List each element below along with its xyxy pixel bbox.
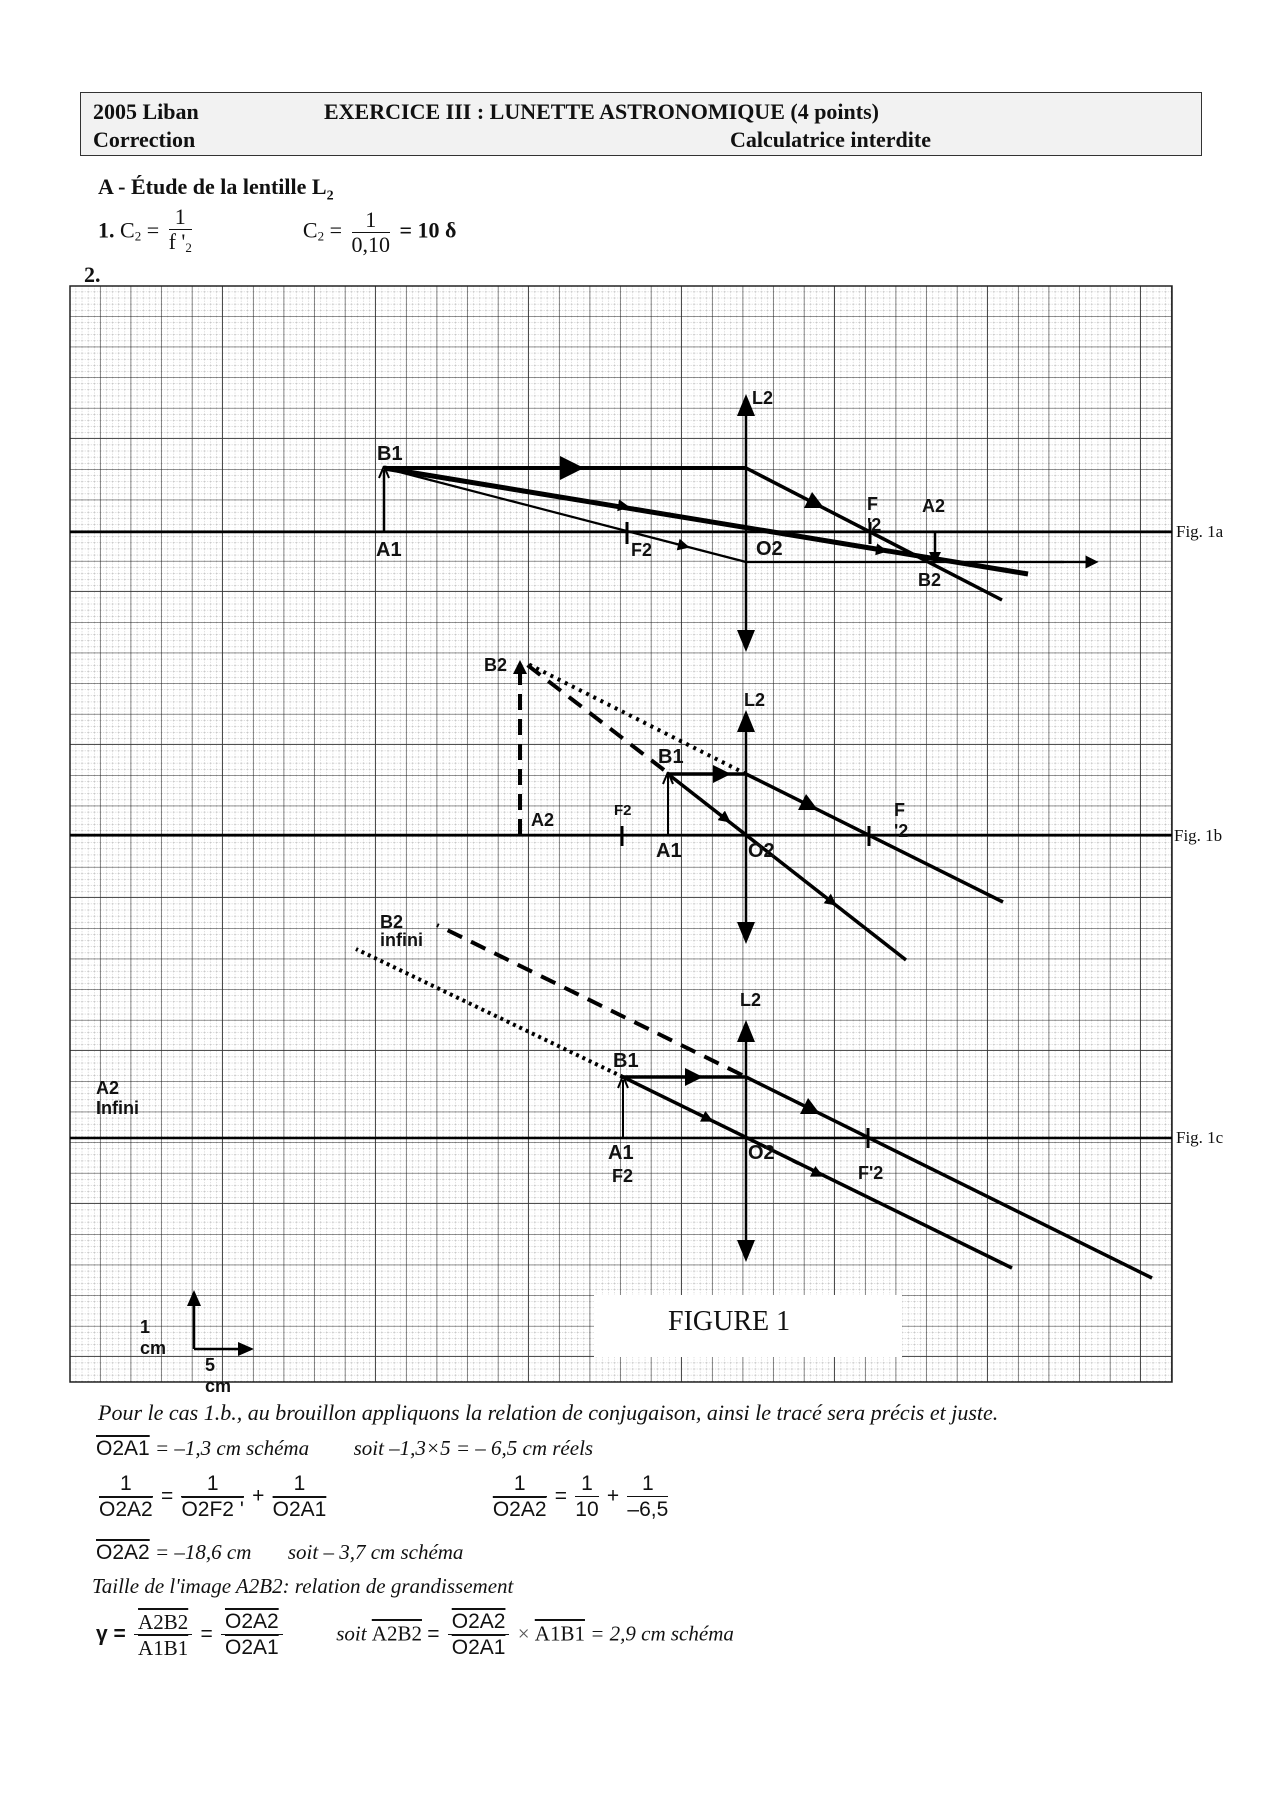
section-title: A - Étude de la lentille L2 <box>98 174 334 204</box>
scale-horizontal-label: 5 cm <box>205 1355 232 1396</box>
calculator-note: Calculatrice interdite <box>730 127 931 152</box>
label-a1-1c: A1 <box>608 1142 634 1164</box>
label-o2-1c: O2 <box>748 1142 775 1164</box>
label-f2-1a: F2 <box>631 540 653 560</box>
label-a2-infini-1c: A2 Infini <box>96 1078 139 1118</box>
fig-1b <box>70 660 1172 962</box>
notes-intro: Pour le cas 1.b., au brouillon appliquon… <box>98 1400 999 1425</box>
label-a2-1a: A2 <box>922 496 946 516</box>
label-fp2-1b: F '2 <box>894 800 909 841</box>
label-lens-1b: L2 <box>744 690 766 710</box>
label-b1-1b: B1 <box>658 746 684 768</box>
question-2-number: 2. <box>84 262 101 287</box>
fig-1c-label: Fig. 1c <box>1176 1128 1224 1147</box>
fig-1b-label: Fig. 1b <box>1174 826 1223 845</box>
label-b1-1c: B1 <box>613 1050 639 1072</box>
note-line-1: O2A1 = –1,3 cm schéma soit –1,3×5 = – 6,… <box>96 1436 594 1460</box>
fig-1a-label: Fig. 1a <box>1176 522 1224 541</box>
exercise-header: 2005 Liban Correction EXERCICE III : LUN… <box>80 92 1202 156</box>
label-b2-infini-1c: B2 infini <box>380 912 423 950</box>
note-line-5-magnification: γ = A2B2 A1B1 = O2A2 O2A1 soit A2B2 = O2A2… <box>96 1610 734 1660</box>
label-lens-1a: L2 <box>752 388 774 408</box>
fig-1c <box>70 923 1172 1280</box>
label-a1-1b: A1 <box>656 840 682 862</box>
year-place: 2005 Liban <box>93 99 199 124</box>
label-b1-1a: B1 <box>377 443 403 465</box>
label-lens-1c: L2 <box>740 990 762 1010</box>
label-o2-1b: O2 <box>748 840 775 862</box>
figure-caption-box <box>594 1295 902 1357</box>
label-b2-1b: B2 <box>484 655 508 675</box>
scale-indicator <box>187 1290 254 1356</box>
note-line-2-conjugation: 1 O2A2 = 1 O2F2 ' + 1 O2A1 1 O2A2 = 1 10 + 1–… <box>99 1472 669 1521</box>
label-fp2-1c: F'2 <box>858 1163 884 1183</box>
label-a1-1a: A1 <box>376 539 402 561</box>
label-b2-1a: B2 <box>918 570 942 590</box>
fraction: 1 f '2 <box>168 204 192 255</box>
note-line-4: Taille de l'image A2B2: relation de gran… <box>92 1574 514 1598</box>
figure-caption: FIGURE 1 <box>668 1306 791 1337</box>
exercise-title: EXERCICE III : LUNETTE ASTRONOMIQUE (4 p… <box>324 99 879 124</box>
label-f2-1c: F2 <box>612 1166 634 1186</box>
label-fp2-1a: F '2 <box>867 494 882 535</box>
document-kind: Correction <box>93 127 196 152</box>
label-o2-1a: O2 <box>756 538 783 560</box>
scale-vertical-label: 1 cm <box>140 1317 167 1358</box>
label-f2-1b: F2 <box>614 802 632 819</box>
question-1: 1. C2 = 1 f '2 C2 = 1 0,10 = 10 δ <box>98 205 456 260</box>
label-a2-1b: A2 <box>531 810 555 830</box>
fig-1a <box>70 394 1172 652</box>
note-line-3: O2A2 = –18,6 cm soit – 3,7 cm schéma <box>96 1540 464 1564</box>
fraction: 1 0,10 <box>351 207 391 257</box>
